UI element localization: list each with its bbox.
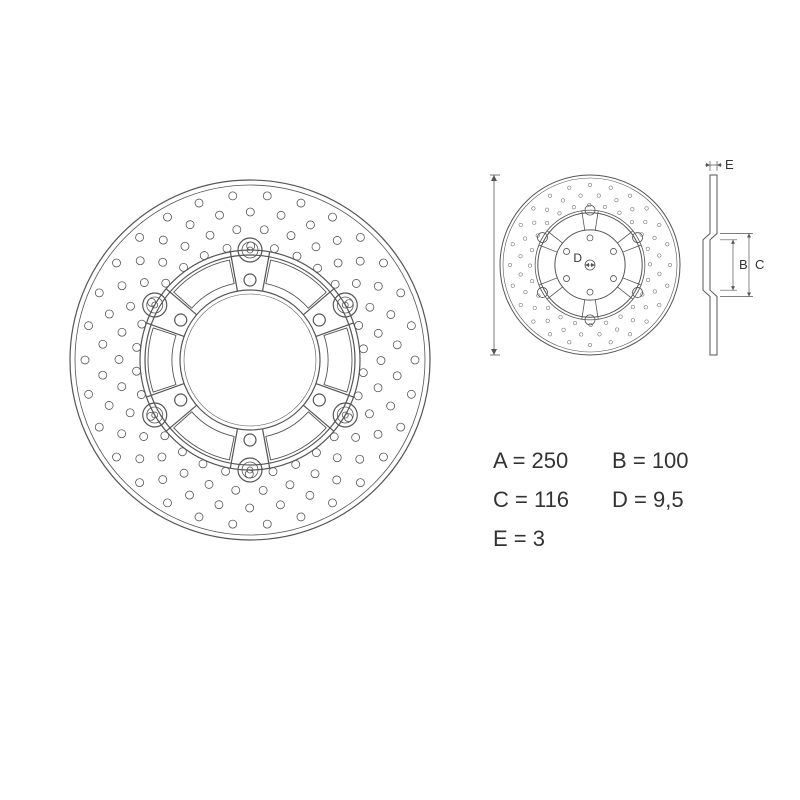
- dimensioned-brake-disc-diagram: AD: [490, 150, 690, 385]
- svg-text:E: E: [725, 157, 734, 172]
- svg-text:B: B: [739, 257, 748, 272]
- spec-B-value: 100: [652, 448, 689, 473]
- spec-E-label: E: [493, 526, 508, 551]
- main-brake-disc-diagram: [60, 170, 440, 555]
- svg-text:C: C: [755, 257, 764, 272]
- spec-C-value: 116: [534, 487, 569, 512]
- spec-A-value: 250: [532, 448, 569, 473]
- spec-C-label: C: [493, 487, 509, 512]
- spec-D-value: 9,5: [653, 487, 684, 512]
- spec-A-label: A: [493, 448, 506, 473]
- svg-text:D: D: [573, 251, 582, 265]
- spec-E-value: 3: [533, 526, 545, 551]
- spec-D-label: D: [612, 487, 628, 512]
- dimension-specs: A = 250 B = 100 C = 116 D = 9,5 E = 3: [490, 440, 731, 560]
- spec-B-label: B: [612, 448, 627, 473]
- side-profile-diagram: E BC: [695, 150, 765, 385]
